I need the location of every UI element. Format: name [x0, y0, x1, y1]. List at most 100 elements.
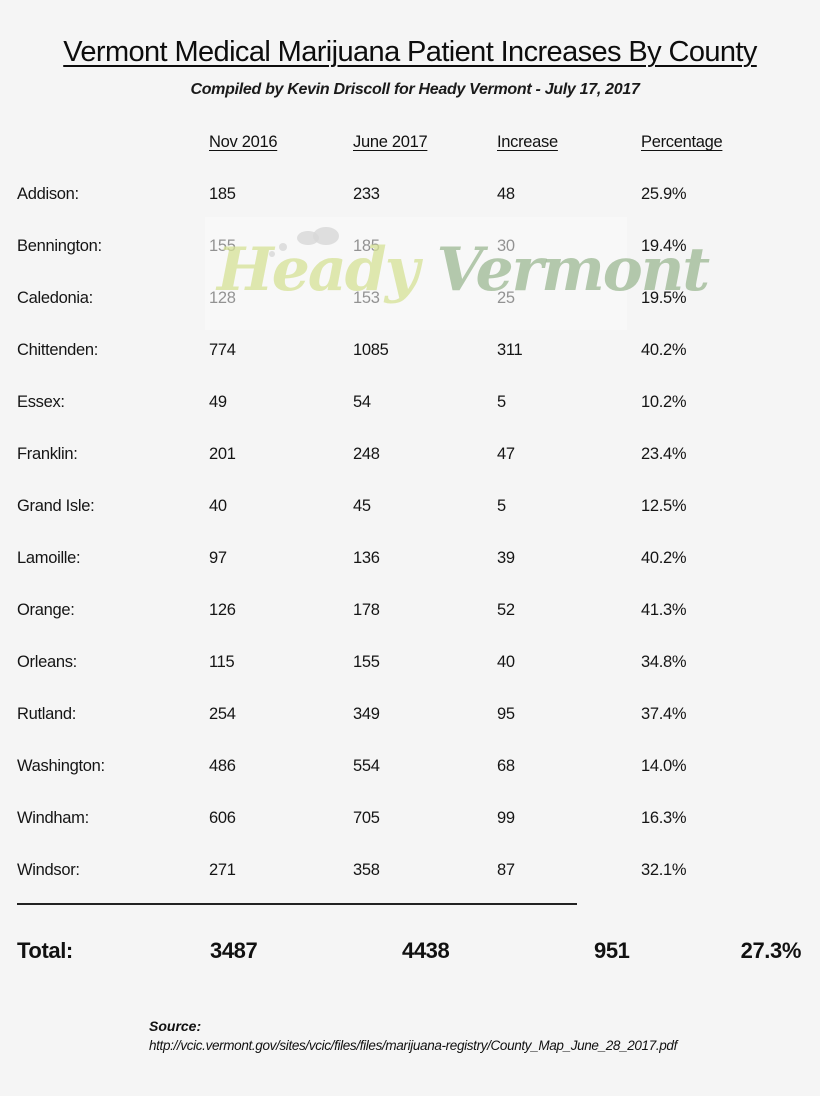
nov-2016-value: 486 [209, 757, 236, 775]
county-name: Bennington: [17, 237, 102, 255]
table-row: Orleans: 115 155 40 34.8% [0, 653, 820, 677]
county-name: Orleans: [17, 653, 77, 671]
total-percentage: 27.3% [740, 938, 802, 963]
county-name: Grand Isle: [17, 497, 95, 515]
percentage-value: 14.0% [641, 757, 687, 775]
june-2017-value: 185 [353, 237, 380, 255]
increase-value: 40 [497, 653, 515, 671]
june-2017-value: 136 [353, 549, 380, 567]
nov-2016-value: 201 [209, 445, 236, 463]
june-2017-value: 349 [353, 705, 380, 723]
county-name: Windsor: [17, 861, 80, 879]
increase-value: 68 [497, 757, 515, 775]
percentage-value: 25.9% [641, 185, 687, 203]
increase-value: 87 [497, 861, 515, 879]
county-name: Rutland: [17, 705, 77, 723]
june-2017-value: 54 [353, 393, 371, 411]
total-june-2017: 4438 [402, 938, 450, 963]
county-name: Chittenden: [17, 341, 99, 359]
nov-2016-value: 40 [209, 497, 227, 515]
percentage-value: 19.5% [641, 289, 687, 307]
june-2017-value: 178 [353, 601, 380, 619]
june-2017-value: 554 [353, 757, 380, 775]
column-header-nov-2016: Nov 2016 [209, 133, 278, 151]
nov-2016-value: 97 [209, 549, 227, 567]
table-row: Orange: 126 178 52 41.3% [0, 601, 820, 625]
table-row: Windsor: 271 358 87 32.1% [0, 861, 820, 885]
percentage-value: 10.2% [641, 393, 687, 411]
increase-value: 311 [497, 341, 523, 359]
increase-value: 5 [497, 393, 506, 411]
total-divider-line [17, 903, 577, 905]
page-subtitle: Compiled by Kevin Driscoll for Heady Ver… [190, 81, 640, 98]
column-header-increase: Increase [497, 133, 558, 151]
total-nov-2016: 3487 [210, 938, 258, 963]
column-header-percentage: Percentage [641, 133, 723, 151]
june-2017-value: 358 [353, 861, 380, 879]
june-2017-value: 248 [353, 445, 380, 463]
increase-value: 95 [497, 705, 515, 723]
total-increase: 951 [594, 938, 630, 963]
county-name: Lamoille: [17, 549, 81, 567]
table-row: Washington: 486 554 68 14.0% [0, 757, 820, 781]
county-name: Windham: [17, 809, 89, 827]
source-label: Source: [149, 1018, 202, 1034]
increase-value: 25 [497, 289, 515, 307]
percentage-value: 34.8% [641, 653, 687, 671]
increase-value: 48 [497, 185, 515, 203]
percentage-value: 16.3% [641, 809, 687, 827]
table-row: Franklin: 201 248 47 23.4% [0, 445, 820, 469]
nov-2016-value: 254 [209, 705, 236, 723]
nov-2016-value: 128 [209, 289, 236, 307]
county-name: Caledonia: [17, 289, 93, 307]
nov-2016-value: 155 [209, 237, 236, 255]
county-name: Orange: [17, 601, 75, 619]
county-name: Franklin: [17, 445, 78, 463]
nov-2016-value: 49 [209, 393, 227, 411]
nov-2016-value: 185 [209, 185, 236, 203]
table-row: Bennington: 155 185 30 19.4% [0, 237, 820, 261]
percentage-value: 23.4% [641, 445, 687, 463]
june-2017-value: 45 [353, 497, 371, 515]
heady-vermont-watermark: Heady Vermont [205, 217, 710, 330]
percentage-value: 32.1% [641, 861, 687, 879]
june-2017-value: 705 [353, 809, 380, 827]
june-2017-value: 233 [353, 185, 380, 203]
total-row: Total: 3487 4438 951 27.3% [0, 938, 820, 968]
table-row: Essex: 49 54 5 10.2% [0, 393, 820, 417]
percentage-value: 40.2% [641, 341, 687, 359]
county-name: Addison: [17, 185, 79, 203]
nov-2016-value: 126 [209, 601, 236, 619]
percentage-value: 40.2% [641, 549, 687, 567]
nov-2016-value: 606 [209, 809, 236, 827]
table-row: Windham: 606 705 99 16.3% [0, 809, 820, 833]
table-row: Rutland: 254 349 95 37.4% [0, 705, 820, 729]
county-name: Essex: [17, 393, 65, 411]
county-name: Washington: [17, 757, 105, 775]
increase-value: 52 [497, 601, 515, 619]
source-url: http://vcic.vermont.gov/sites/vcic/files… [149, 1038, 677, 1053]
june-2017-value: 155 [353, 653, 380, 671]
percentage-value: 41.3% [641, 601, 687, 619]
column-header-june-2017: June 2017 [353, 133, 428, 151]
increase-value: 47 [497, 445, 515, 463]
table-row: Caledonia: 128 153 25 19.5% [0, 289, 820, 313]
increase-value: 99 [497, 809, 515, 827]
percentage-value: 37.4% [641, 705, 687, 723]
table-row: Chittenden: 774 1085 311 40.2% [0, 341, 820, 365]
total-label: Total: [17, 938, 73, 963]
percentage-value: 19.4% [641, 237, 687, 255]
percentage-value: 12.5% [641, 497, 687, 515]
nov-2016-value: 115 [209, 653, 235, 671]
increase-value: 5 [497, 497, 506, 515]
table-row: Lamoille: 97 136 39 40.2% [0, 549, 820, 573]
increase-value: 30 [497, 237, 515, 255]
june-2017-value: 153 [353, 289, 380, 307]
nov-2016-value: 774 [209, 341, 236, 359]
increase-value: 39 [497, 549, 515, 567]
page-title: Vermont Medical Marijuana Patient Increa… [63, 36, 757, 68]
nov-2016-value: 271 [209, 861, 236, 879]
table-row: Grand Isle: 40 45 5 12.5% [0, 497, 820, 521]
june-2017-value: 1085 [353, 341, 389, 359]
table-row: Addison: 185 233 48 25.9% [0, 185, 820, 209]
